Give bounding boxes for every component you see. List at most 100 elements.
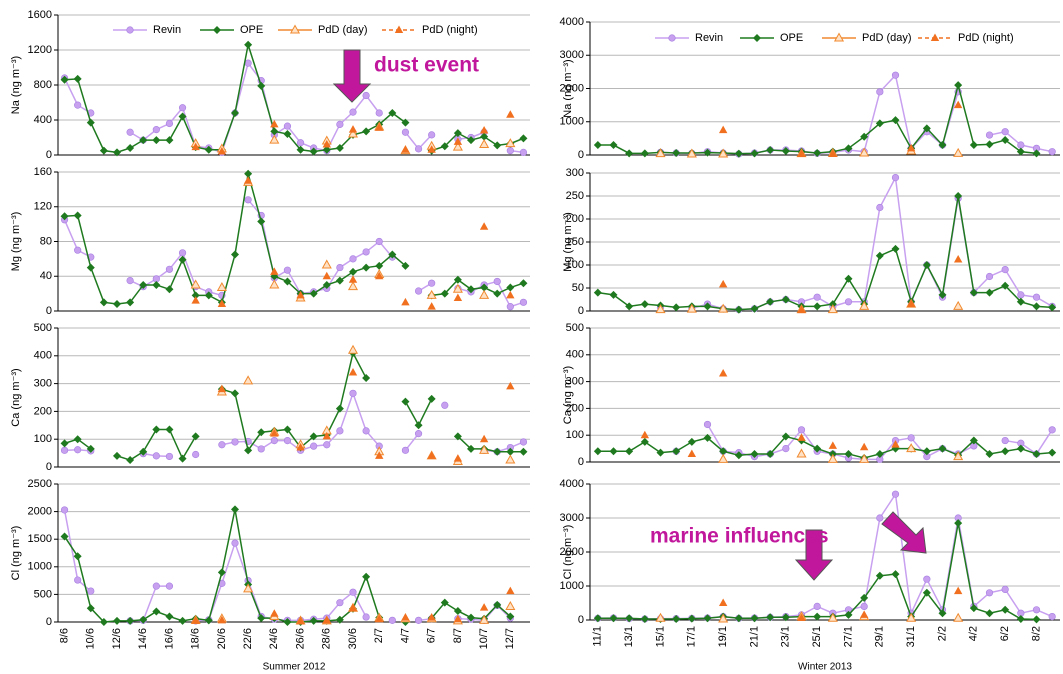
data-point [296, 145, 305, 154]
x-tick-label: 31/1 [905, 626, 917, 647]
data-point [217, 568, 226, 577]
legend-marker [668, 34, 676, 42]
data-point [703, 148, 712, 157]
data-point [796, 448, 807, 458]
data-point [349, 267, 357, 276]
data-point [269, 134, 280, 144]
data-point [452, 141, 463, 151]
data-point [87, 587, 95, 595]
data-point [718, 148, 729, 158]
data-point [453, 129, 462, 138]
data-point [609, 447, 618, 456]
data-point [73, 74, 82, 83]
x-tick-label: 6/2 [999, 626, 1011, 641]
data-point [113, 148, 121, 157]
data-point [906, 443, 917, 453]
data-point [655, 612, 666, 622]
y-axis-label: Na (ng m⁻³) [10, 56, 22, 114]
legend-marker [126, 26, 134, 34]
data-point [362, 127, 371, 136]
data-point [969, 604, 978, 613]
data-point [152, 607, 161, 616]
data-point [191, 616, 200, 624]
data-point [1016, 297, 1025, 306]
data-point [165, 425, 174, 434]
data-point [73, 552, 82, 561]
data-point [178, 112, 187, 121]
data-point [231, 438, 239, 446]
x-tick-label: 4/7 [399, 628, 411, 643]
data-point [414, 430, 423, 438]
data-point [875, 571, 884, 580]
data-point [1001, 436, 1009, 445]
arrow [794, 529, 834, 581]
data-point [270, 436, 278, 445]
data-point [165, 119, 174, 128]
data-point [348, 275, 358, 283]
data-point [309, 616, 318, 625]
data-point [113, 300, 121, 309]
legend-marker [753, 34, 761, 42]
data-point [362, 248, 370, 256]
data-point [283, 266, 292, 274]
data-point [217, 299, 227, 308]
y-tick-label: 1000 [560, 580, 584, 592]
data-point [349, 108, 357, 116]
data-point [74, 576, 82, 584]
y-tick-label: 0 [46, 616, 52, 628]
data-point [672, 303, 681, 312]
data-point [906, 299, 916, 308]
data-point [859, 442, 869, 451]
data-point [178, 104, 187, 112]
data-point [703, 433, 712, 442]
data-point [322, 271, 331, 280]
data-point [876, 514, 884, 522]
data-point [388, 616, 396, 624]
data-point [1017, 291, 1025, 299]
data-point [1032, 449, 1041, 458]
data-point [640, 614, 649, 623]
data-point [165, 136, 174, 145]
data-point [99, 146, 108, 155]
data-point [953, 254, 963, 263]
data-point [519, 279, 528, 288]
data-point [734, 305, 743, 314]
data-point [985, 272, 994, 281]
data-point [703, 420, 712, 429]
data-point [401, 297, 410, 306]
annotation: dust event [374, 54, 479, 77]
data-point [86, 604, 95, 613]
data-point [152, 452, 160, 460]
data-point [192, 450, 200, 459]
data-point [781, 295, 790, 304]
data-point [388, 109, 397, 117]
data-point [60, 439, 69, 448]
data-point [750, 449, 759, 458]
y-tick-label: 100 [566, 259, 584, 271]
x-tick-label: 22/6 [242, 628, 254, 649]
legend-marker [394, 25, 404, 33]
data-point [1048, 303, 1057, 312]
data-point [506, 147, 514, 155]
legend-label: Revin [153, 24, 181, 36]
data-point [375, 451, 384, 459]
data-point [349, 255, 357, 263]
data-point [813, 293, 821, 301]
x-tick-label: 19/1 [717, 626, 729, 647]
data-point [1032, 293, 1041, 301]
y-axis-label: Cl (ng m⁻³) [10, 526, 22, 581]
y-tick-label: 0 [46, 149, 52, 161]
x-axis-label: Winter 2013 [798, 662, 852, 673]
x-tick-label: 6/7 [426, 628, 438, 643]
data-point [362, 263, 371, 272]
data-point [244, 40, 253, 49]
data-point [191, 296, 200, 304]
data-point [296, 290, 305, 299]
data-point [625, 302, 634, 311]
data-point [844, 298, 853, 306]
data-point [178, 255, 187, 264]
data-point [296, 139, 305, 147]
data-point [1032, 302, 1041, 311]
x-tick-label: 13/1 [623, 626, 635, 647]
data-point [243, 583, 254, 593]
